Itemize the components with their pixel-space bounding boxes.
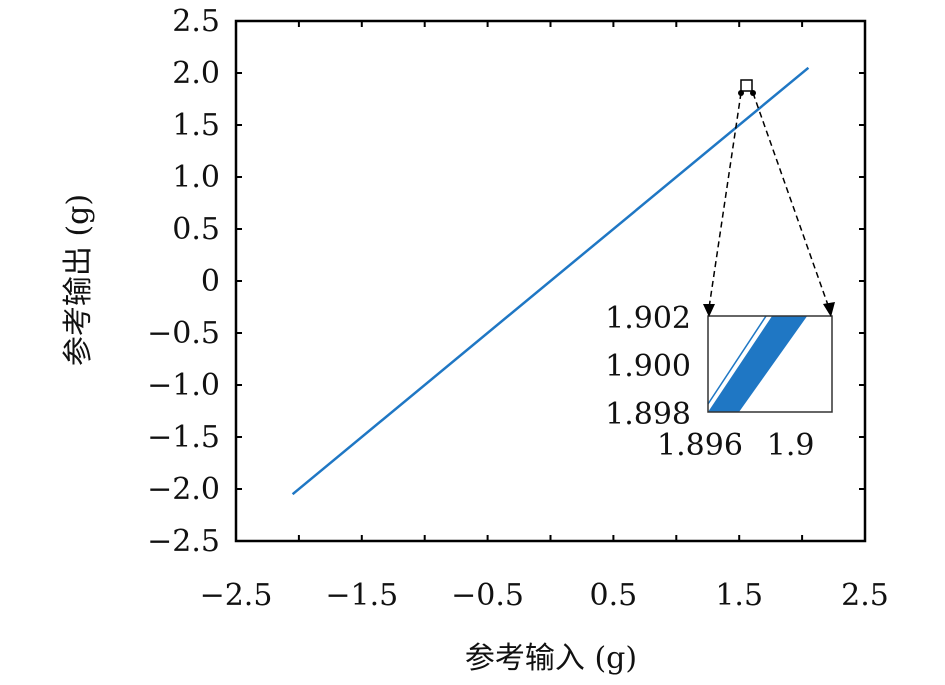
y-tick-label: 1.5 — [172, 108, 220, 143]
zoom-region-marker — [740, 79, 753, 92]
zoom-arrow-left — [708, 92, 742, 309]
inset-y-tick-label: 1.902 — [605, 301, 691, 336]
inset-y-tick-label: 1.898 — [605, 397, 691, 432]
y-axis-label: 参考输出 (g) — [61, 194, 96, 366]
inset-x-tick-label: 1.896 — [657, 428, 743, 463]
y-tick-label: 0.5 — [172, 212, 220, 247]
zoom-arrow-right — [752, 92, 830, 309]
x-tick-label: −2.5 — [200, 578, 273, 613]
x-tick-label: 1.5 — [715, 578, 763, 613]
inset-band — [708, 316, 808, 412]
x-tick-label: −1.5 — [325, 578, 398, 613]
series-line — [291, 66, 810, 496]
y-tick-label: −2.5 — [147, 524, 220, 559]
arrowhead-left — [703, 304, 715, 317]
y-tick-label: −0.5 — [147, 316, 220, 351]
inset-thin-line — [707, 315, 767, 405]
x-tick-label: −0.5 — [451, 578, 524, 613]
inset-frame — [707, 315, 833, 413]
marks — [291, 66, 810, 496]
x-axis-label: 参考输入 (g) — [465, 641, 637, 676]
inset-y-tick-label: 1.900 — [605, 349, 691, 384]
axes: −2.5 −1.5 −0.5 0.5 1.5 2.5 2.5 2.0 1.5 1.0 0.5 0 −0.… — [147, 4, 889, 613]
inset-x-tick-label: 1.9 — [767, 428, 815, 463]
y-tick-label: 1.0 — [172, 160, 220, 195]
arrowhead-right — [823, 302, 835, 317]
y-tick-label: 0 — [201, 264, 220, 299]
x-tick-label: 0.5 — [590, 578, 638, 613]
y-tick-label: 2.0 — [172, 56, 220, 91]
x-tick-label: 2.5 — [841, 578, 889, 613]
y-tick-label: −1.0 — [147, 368, 220, 403]
arrow-start-left — [738, 90, 744, 96]
arrow-start-right — [750, 90, 756, 96]
y-tick-label: 2.5 — [172, 4, 220, 39]
y-tick-label: −2.0 — [147, 472, 220, 507]
y-tick-label: −1.5 — [147, 420, 220, 455]
